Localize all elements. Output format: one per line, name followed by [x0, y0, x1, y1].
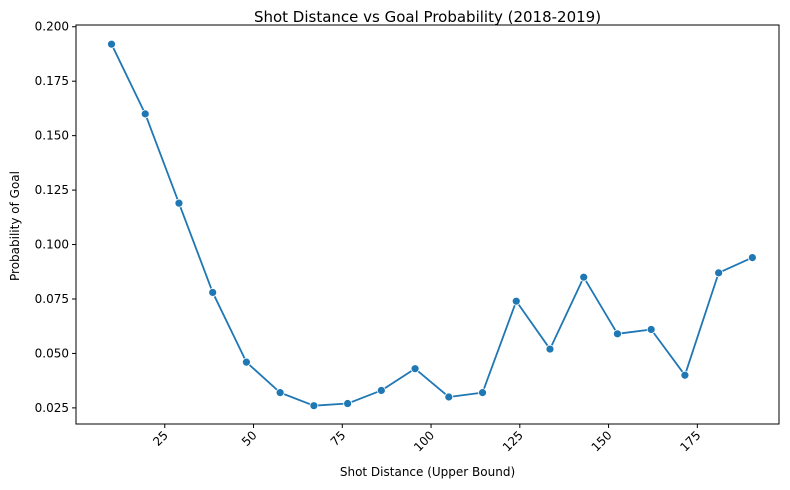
data-point: [242, 357, 251, 367]
y-tick-label: 0.125: [35, 183, 69, 197]
data-point: [714, 268, 724, 278]
x-axis: 25 50 75 100 125 150 175: [150, 424, 703, 454]
data-point: [747, 253, 757, 263]
x-tick-label: 150: [589, 428, 615, 454]
x-axis-label: Shot Distance (Upper Bound): [340, 465, 515, 479]
y-tick-label: 0.050: [35, 346, 69, 360]
data-point: [444, 392, 454, 402]
x-tick-label: 100: [411, 428, 437, 454]
data-point: [545, 344, 555, 354]
data-point: [107, 39, 116, 49]
y-tick-label: 0.025: [35, 401, 69, 415]
data-point: [511, 296, 521, 306]
data-point: [275, 388, 285, 398]
data-point: [140, 109, 150, 119]
x-tick-label: 25: [150, 428, 171, 449]
data-point: [309, 401, 319, 411]
data-point: [646, 325, 656, 334]
x-tick-label: 125: [500, 428, 526, 454]
y-tick-label: 0.175: [35, 74, 69, 88]
y-tick-label: 0.150: [35, 129, 69, 143]
x-tick-label: 50: [239, 428, 260, 449]
y-tick-label: 0.075: [35, 292, 69, 306]
data-point: [208, 288, 218, 297]
data-point: [376, 386, 386, 395]
data-point: [343, 399, 353, 408]
x-tick-label: 75: [328, 428, 349, 449]
data-point: [613, 329, 622, 339]
series-line: [110, 43, 753, 407]
data-point: [410, 364, 420, 374]
y-tick-label: 0.100: [35, 238, 69, 252]
x-tick-label: 175: [677, 428, 703, 454]
plot-area: [75, 24, 780, 425]
data-point: [174, 198, 184, 208]
chart-title: Shot Distance vs Goal Probability (2018-…: [254, 8, 601, 26]
series-markers: [107, 39, 757, 411]
y-tick-label: 0.200: [35, 20, 69, 34]
data-point: [680, 370, 690, 380]
y-axis: 0.025 0.050 0.075 0.100 0.125 0.150 0.175 0.200: [35, 20, 76, 415]
data-point: [478, 388, 487, 398]
y-axis-label: Probability of Goal: [8, 171, 22, 281]
data-point: [579, 272, 589, 282]
